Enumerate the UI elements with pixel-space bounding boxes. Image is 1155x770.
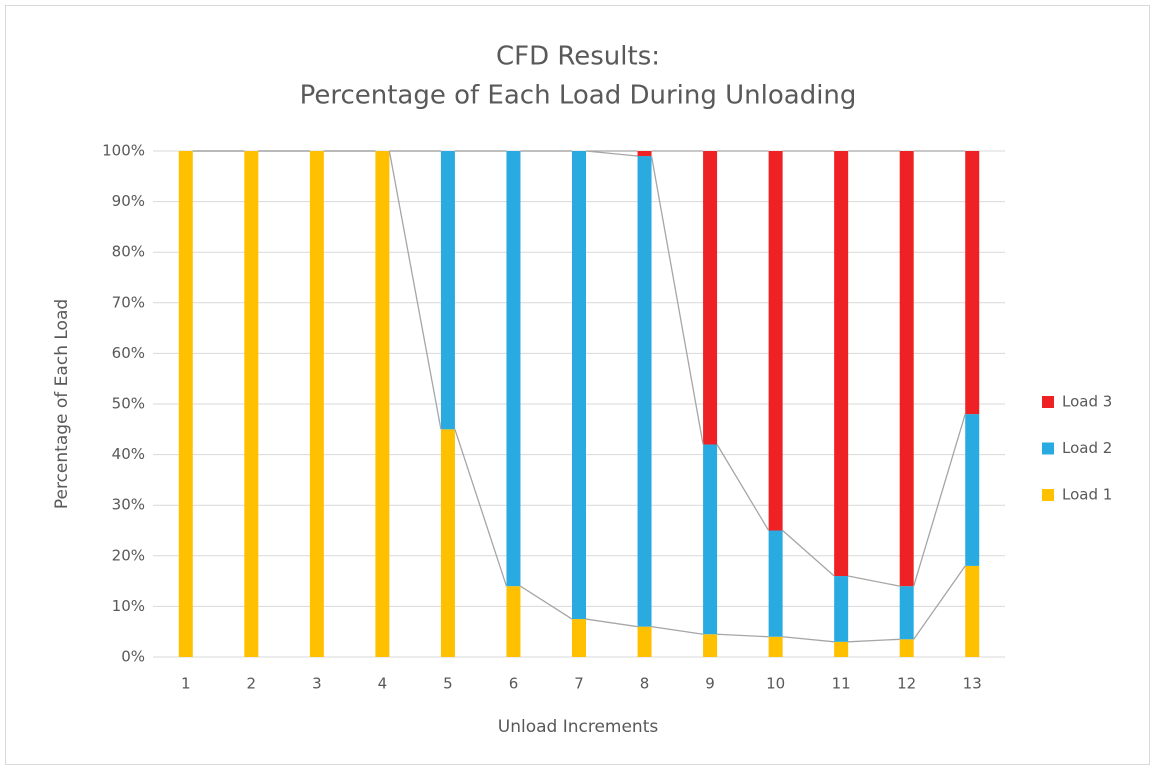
y-tick-label: 90% bbox=[112, 192, 145, 210]
series-line bbox=[717, 633, 769, 638]
bar-segment bbox=[375, 151, 390, 657]
x-tick-label: 4 bbox=[378, 675, 388, 693]
legend-label: Load 1 bbox=[1062, 486, 1112, 504]
bar-segment bbox=[703, 444, 718, 635]
bar-segment bbox=[965, 565, 980, 657]
series-line bbox=[454, 429, 508, 587]
legend-swatch bbox=[1042, 489, 1054, 501]
series-line bbox=[388, 150, 442, 430]
series-line bbox=[848, 575, 900, 587]
bar-segment bbox=[703, 634, 718, 657]
legend-swatch bbox=[1042, 442, 1054, 455]
series-line bbox=[782, 530, 835, 577]
bar-segment bbox=[506, 151, 521, 587]
y-axis-label: Percentage of Each Load bbox=[52, 299, 72, 509]
series-line bbox=[716, 444, 770, 531]
bar-segment bbox=[244, 151, 259, 657]
x-tick-label: 1 bbox=[181, 675, 191, 693]
series-line bbox=[848, 638, 900, 643]
bar-segment bbox=[572, 151, 586, 620]
x-tick-label: 10 bbox=[766, 675, 785, 693]
y-tick-label: 10% bbox=[112, 597, 145, 615]
legend-label: Load 3 bbox=[1062, 393, 1112, 411]
x-tick-label: 13 bbox=[963, 675, 982, 693]
bar-segment bbox=[703, 151, 718, 445]
bar-segment bbox=[768, 530, 783, 637]
y-tick-label: 40% bbox=[112, 445, 145, 463]
series-line bbox=[913, 413, 966, 587]
bar-segment bbox=[572, 619, 586, 657]
series-line bbox=[585, 618, 638, 628]
x-tick-label: 12 bbox=[897, 675, 916, 693]
y-tick-label: 50% bbox=[112, 395, 145, 413]
y-tick-label: 100% bbox=[102, 142, 145, 160]
y-tick-label: 20% bbox=[112, 546, 145, 564]
bar-segment bbox=[768, 636, 783, 657]
x-tick-label: 7 bbox=[574, 675, 584, 693]
x-tick-label: 2 bbox=[247, 675, 257, 693]
y-tick-label: 80% bbox=[112, 243, 145, 261]
y-tick-label: 30% bbox=[112, 496, 145, 514]
x-tick-label: 6 bbox=[509, 675, 519, 693]
bar-segment bbox=[834, 641, 849, 657]
x-tick-label: 8 bbox=[640, 675, 650, 693]
series-line bbox=[913, 565, 966, 640]
bar-segment bbox=[637, 626, 652, 657]
legend-swatch bbox=[1042, 396, 1054, 408]
series-line bbox=[651, 625, 704, 635]
y-tick-label: 60% bbox=[112, 344, 145, 362]
bar-segment bbox=[965, 414, 980, 566]
x-tick-label: 11 bbox=[832, 675, 851, 693]
x-axis-label: Unload Increments bbox=[498, 717, 659, 737]
bar-segment bbox=[965, 151, 980, 415]
bar-segment bbox=[899, 151, 914, 587]
bar-segment bbox=[506, 586, 521, 657]
chart-title: CFD Results: bbox=[496, 42, 660, 72]
bar-segment bbox=[637, 151, 652, 157]
series-line bbox=[520, 585, 573, 620]
bar-segment bbox=[899, 586, 914, 640]
x-tick-label: 5 bbox=[443, 675, 453, 693]
series-line bbox=[585, 150, 638, 157]
bar-segment bbox=[178, 151, 193, 657]
bar-segment bbox=[834, 576, 849, 642]
legend-label: Load 2 bbox=[1062, 439, 1112, 457]
series-line bbox=[650, 155, 704, 445]
x-tick-label: 9 bbox=[705, 675, 715, 693]
series-line bbox=[782, 636, 835, 643]
bar-segment bbox=[440, 151, 455, 430]
bar-segment bbox=[899, 639, 914, 657]
bar-segment bbox=[834, 151, 849, 577]
bar-segment bbox=[309, 151, 324, 657]
x-tick-label: 3 bbox=[312, 675, 322, 693]
bar-segment bbox=[768, 151, 783, 531]
chart-title: Percentage of Each Load During Unloading bbox=[300, 81, 857, 111]
bar-segment bbox=[637, 156, 652, 627]
bar-segment bbox=[440, 429, 455, 657]
y-tick-label: 70% bbox=[112, 293, 145, 311]
y-tick-label: 0% bbox=[121, 648, 145, 666]
